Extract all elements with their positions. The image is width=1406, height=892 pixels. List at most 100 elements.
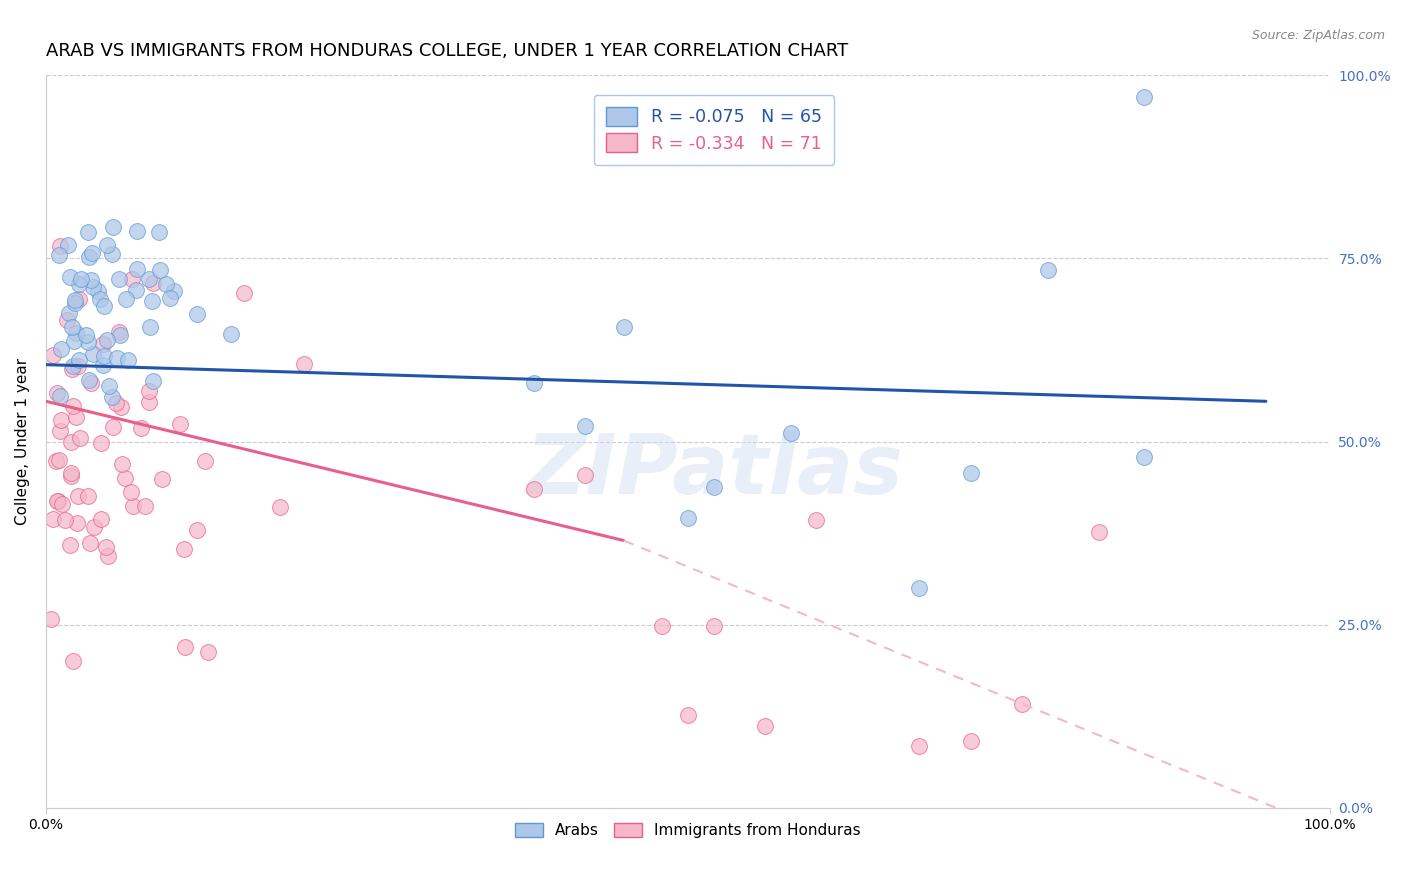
Point	[523, 482, 546, 496]
Point	[142, 374, 165, 388]
Point	[269, 500, 291, 514]
Point	[169, 417, 191, 431]
Point	[63, 296, 86, 310]
Point	[101, 219, 124, 234]
Point	[49, 413, 72, 427]
Point	[66, 516, 89, 530]
Point	[62, 359, 84, 373]
Point	[63, 334, 86, 349]
Point	[82, 246, 104, 260]
Point	[80, 273, 103, 287]
Y-axis label: College, Under 1 year: College, Under 1 year	[15, 358, 30, 525]
Point	[676, 707, 699, 722]
Point	[141, 294, 163, 309]
Point	[63, 293, 86, 307]
Text: ZIPatlas: ZIPatlas	[524, 431, 903, 511]
Point	[80, 376, 103, 390]
Point	[1036, 263, 1059, 277]
Point	[45, 453, 67, 467]
Point	[148, 225, 170, 239]
Text: Source: ZipAtlas.com: Source: ZipAtlas.com	[1251, 29, 1385, 42]
Point	[292, 357, 315, 371]
Point	[613, 320, 636, 334]
Point	[79, 535, 101, 549]
Point	[908, 581, 931, 595]
Point	[65, 409, 87, 424]
Point	[125, 261, 148, 276]
Point	[121, 271, 143, 285]
Point	[45, 494, 67, 508]
Point	[125, 283, 148, 297]
Point	[96, 238, 118, 252]
Point	[1133, 90, 1156, 104]
Point	[101, 246, 124, 260]
Point	[93, 299, 115, 313]
Point	[139, 319, 162, 334]
Point	[149, 263, 172, 277]
Point	[67, 277, 90, 292]
Point	[574, 468, 596, 483]
Point	[197, 645, 219, 659]
Point	[55, 513, 77, 527]
Point	[59, 538, 82, 552]
Point	[77, 335, 100, 350]
Point	[1088, 524, 1111, 539]
Point	[65, 326, 87, 340]
Point	[60, 469, 83, 483]
Point	[67, 292, 90, 306]
Point	[233, 285, 256, 300]
Point	[1133, 450, 1156, 464]
Point	[45, 386, 67, 401]
Point	[125, 224, 148, 238]
Point	[159, 291, 181, 305]
Point	[110, 400, 132, 414]
Point	[120, 484, 142, 499]
Point	[104, 396, 127, 410]
Point	[703, 618, 725, 632]
Point	[82, 280, 104, 294]
Point	[94, 540, 117, 554]
Point	[93, 349, 115, 363]
Point	[806, 512, 828, 526]
Point	[87, 284, 110, 298]
Point	[56, 313, 79, 327]
Point	[67, 359, 90, 373]
Point	[193, 454, 215, 468]
Point	[51, 342, 73, 356]
Point	[108, 328, 131, 343]
Legend: R = -0.075   N = 65, R = -0.334   N = 71: R = -0.075 N = 65, R = -0.334 N = 71	[593, 95, 834, 165]
Point	[56, 237, 79, 252]
Point	[90, 512, 112, 526]
Point	[142, 276, 165, 290]
Point	[90, 436, 112, 450]
Point	[69, 431, 91, 445]
Point	[117, 353, 139, 368]
Point	[703, 481, 725, 495]
Point	[77, 250, 100, 264]
Point	[101, 420, 124, 434]
Point	[41, 512, 63, 526]
Point	[39, 612, 62, 626]
Point	[150, 472, 173, 486]
Point	[122, 499, 145, 513]
Text: ARAB VS IMMIGRANTS FROM HONDURAS COLLEGE, UNDER 1 YEAR CORRELATION CHART: ARAB VS IMMIGRANTS FROM HONDURAS COLLEGE…	[46, 42, 848, 60]
Point	[69, 272, 91, 286]
Point	[155, 277, 177, 292]
Point	[676, 511, 699, 525]
Point	[134, 499, 156, 513]
Point	[219, 326, 242, 341]
Point	[523, 376, 546, 390]
Point	[67, 353, 90, 368]
Point	[75, 327, 97, 342]
Point	[48, 452, 70, 467]
Point	[77, 225, 100, 239]
Point	[959, 733, 981, 747]
Point	[138, 384, 160, 398]
Point	[49, 389, 72, 403]
Point	[959, 466, 981, 480]
Point	[779, 425, 801, 440]
Point	[48, 248, 70, 262]
Point	[77, 489, 100, 503]
Point	[91, 336, 114, 351]
Point	[77, 373, 100, 387]
